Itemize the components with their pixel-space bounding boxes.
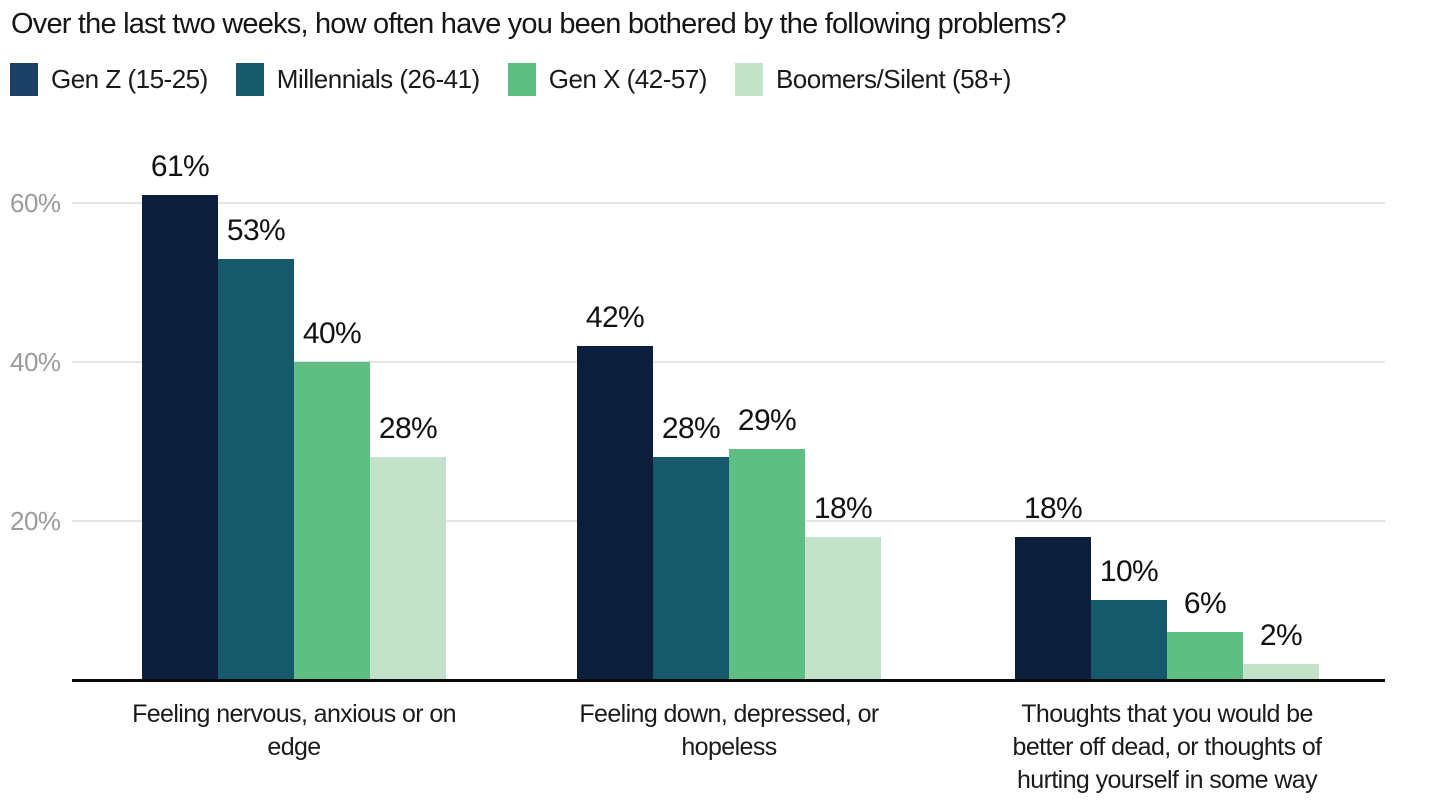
bar-value-label: 2% (1259, 619, 1303, 652)
bar (653, 457, 729, 680)
legend-swatch (235, 63, 264, 96)
y-axis-tick-label: 20% (10, 506, 61, 536)
x-axis-line (72, 679, 1385, 682)
bar-value-label: 28% (661, 412, 721, 445)
bar-value-label: 28% (378, 412, 438, 445)
legend: Gen Z (15-25) Millennials (26-41) Gen X (4… (10, 63, 1011, 96)
bar-value-label: 40% (302, 317, 362, 350)
bar-value-label: 18% (1023, 492, 1083, 525)
bar (1243, 664, 1319, 680)
legend-swatch (734, 63, 763, 96)
category-label: Feeling down, depressed, or hopeless (489, 698, 969, 764)
gridline (72, 202, 1385, 204)
bar-value-label: 53% (226, 214, 286, 247)
legend-swatch (507, 63, 536, 96)
legend-item: Gen Z (15-25) (10, 63, 208, 96)
bar (729, 449, 805, 680)
bar (1015, 537, 1091, 680)
legend-label: Boomers/Silent (58+) (775, 64, 1011, 94)
bar-value-label: 6% (1183, 587, 1227, 620)
bar (218, 259, 294, 680)
bar (805, 537, 881, 680)
bar (1091, 600, 1167, 680)
legend-label: Gen X (42-57) (548, 64, 708, 94)
legend-item: Millennials (26-41) (235, 63, 480, 96)
category-label: Feeling nervous, anxious or on edge (54, 698, 534, 764)
category-label-line: Feeling nervous, anxious or on (132, 700, 456, 728)
y-axis-tick-label: 60% (10, 188, 61, 218)
category-label-line: hurting yourself in some way (1016, 766, 1318, 794)
category-label-line: edge (267, 733, 321, 761)
bar-value-label: 10% (1099, 555, 1159, 588)
chart-title: Over the last two weeks, how often have … (11, 8, 1067, 40)
legend-item: Gen X (42-57) (507, 63, 708, 96)
bar (142, 195, 218, 680)
bar-value-label: 18% (813, 492, 873, 525)
bar (294, 362, 370, 680)
bar (370, 457, 446, 680)
category-label: Thoughts that you would be better off dea… (927, 698, 1407, 797)
category-label-line: Feeling down, depressed, or (579, 700, 879, 728)
bar (577, 346, 653, 680)
gridline (72, 361, 1385, 363)
category-label-line: hopeless (681, 733, 777, 761)
legend-item: Boomers/Silent (58+) (734, 63, 1011, 96)
legend-swatch (10, 63, 38, 96)
category-label-line: better off dead, or thoughts of (1012, 733, 1323, 761)
bar-value-label: 42% (585, 301, 645, 334)
bar-value-label: 29% (737, 404, 797, 437)
bar (1167, 632, 1243, 680)
legend-label: Gen Z (15-25) (51, 64, 208, 94)
bar-value-label: 61% (150, 150, 210, 183)
legend-label: Millennials (26-41) (276, 64, 480, 94)
category-label-line: Thoughts that you would be (1021, 700, 1313, 728)
y-axis-tick-label: 40% (10, 347, 61, 377)
